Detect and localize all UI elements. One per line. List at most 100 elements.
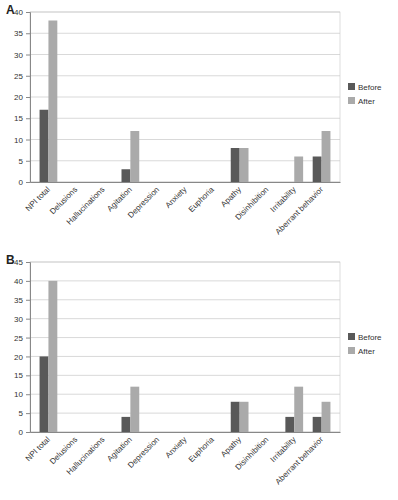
y-tick-mark (26, 55, 30, 56)
bar (185, 182, 194, 183)
y-tick: 0 (19, 428, 30, 437)
y-tick-label: 40 (14, 8, 23, 17)
y-tick-label: 10 (14, 390, 23, 399)
grid-line (30, 262, 340, 263)
grid (30, 12, 340, 182)
x-tick: Anxiety (163, 185, 188, 210)
panel: 051015202530354045NPI totalDelusionsHall… (14, 258, 382, 486)
x-tick-label: Anxiety (163, 185, 188, 210)
y-tick: 20 (14, 353, 30, 362)
x-tick-label: Anxiety (163, 435, 188, 460)
y-tick: 20 (14, 93, 30, 102)
y-tick-mark (26, 356, 30, 357)
legend: BeforeAfter (348, 333, 382, 356)
y-tick-label: 45 (14, 258, 23, 267)
grid-line (30, 33, 340, 34)
y-tick-label: 20 (14, 353, 23, 362)
bar (294, 157, 303, 183)
grid-line (30, 337, 340, 338)
bar (94, 432, 103, 433)
x-tick: Aberrant behavior (274, 185, 326, 237)
x-tick: Apathy (219, 435, 243, 459)
y-tick-label: 5 (19, 409, 24, 418)
bar (203, 182, 212, 183)
y-tick-label: 5 (19, 157, 24, 166)
bar (185, 432, 194, 433)
bar (76, 182, 85, 183)
x-tick-label: Hallucinations (65, 435, 107, 477)
y-tick-label: 25 (14, 334, 23, 343)
x-tick-label: Depression (126, 185, 161, 220)
x-tick: Hallucinations (65, 185, 107, 227)
y-tick-label: 10 (14, 136, 23, 145)
y-tick-mark (26, 432, 30, 433)
plot-frame (30, 262, 340, 432)
y-tick: 45 (14, 258, 30, 267)
y-tick: 15 (14, 371, 30, 380)
x-tick: Euphoria (187, 435, 216, 464)
bars (40, 21, 331, 183)
bar (240, 402, 249, 432)
grid-line (30, 182, 340, 183)
bar (130, 387, 139, 432)
y-tick-mark (26, 338, 30, 339)
x-tick: Depression (126, 185, 161, 220)
x-tick: Disinhibition (233, 185, 270, 222)
x-tick-label: Depression (126, 435, 161, 470)
x-axis: NPI totalDelusionsHallucinationsAgitatio… (24, 183, 341, 237)
grid-line (30, 12, 340, 13)
y-tick: 40 (14, 8, 30, 17)
bar (121, 417, 130, 432)
y-tick-mark (26, 375, 30, 376)
y-tick: 5 (19, 157, 30, 166)
y-tick-label: 30 (14, 315, 23, 324)
bar (149, 432, 158, 433)
y-tick-label: 15 (14, 371, 23, 380)
y-tick: 25 (14, 334, 30, 343)
grid (30, 262, 340, 432)
grid-line (30, 394, 340, 395)
bar (212, 182, 221, 183)
y-tick-label: 20 (14, 93, 23, 102)
bar (212, 432, 221, 433)
x-tick: Depression (126, 435, 161, 470)
bar (231, 148, 240, 182)
bar (285, 417, 294, 432)
grid-line (30, 375, 340, 376)
bar (203, 432, 212, 433)
legend-label: Before (358, 83, 382, 92)
chart-title: B (6, 253, 15, 267)
y-tick: 35 (14, 29, 30, 38)
y-tick-mark (26, 76, 30, 77)
y-tick-label: 15 (14, 114, 23, 123)
y-tick: 30 (14, 51, 30, 60)
legend-item: After (348, 347, 375, 356)
y-tick: 5 (19, 409, 30, 418)
bar (267, 182, 276, 183)
bar (267, 432, 276, 433)
bar (294, 387, 303, 432)
y-tick-mark (26, 12, 30, 13)
y-tick-mark (26, 319, 30, 320)
bar (176, 182, 185, 183)
bar (67, 182, 76, 183)
bar (103, 432, 112, 433)
x-axis-line (31, 432, 341, 433)
y-tick-mark (26, 182, 30, 183)
bar (258, 432, 267, 433)
bar (231, 402, 240, 432)
bar (240, 148, 249, 182)
bar (285, 182, 294, 183)
x-tick: Aberrant behavior (274, 435, 326, 487)
grid-line (30, 280, 340, 281)
bar (176, 432, 185, 433)
x-axis-line (31, 182, 341, 183)
y-axis: 0510152025303540 (14, 8, 30, 187)
grid-line (30, 356, 340, 357)
y-tick-label: 0 (19, 178, 24, 187)
y-tick-label: 0 (19, 428, 24, 437)
x-tick-label: Euphoria (187, 435, 216, 464)
x-tick-label: Disinhibition (233, 185, 270, 222)
y-tick-label: 35 (14, 296, 23, 305)
x-tick: Euphoria (187, 185, 216, 214)
